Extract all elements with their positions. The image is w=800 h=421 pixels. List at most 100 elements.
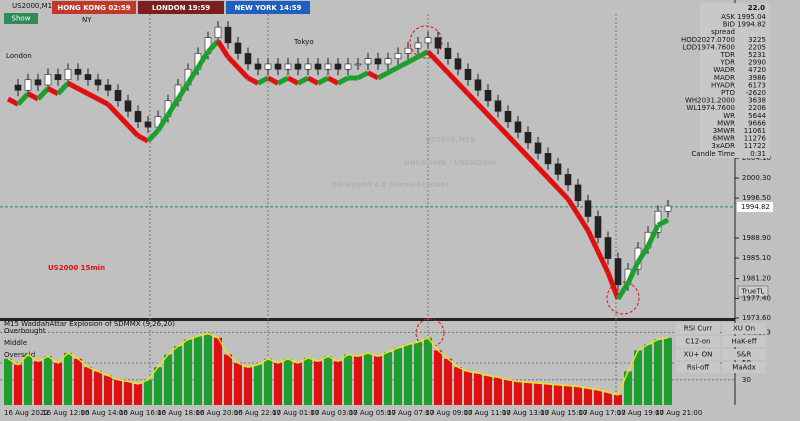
osc-bar (44, 356, 52, 405)
osc-bar (484, 375, 492, 405)
show-button[interactable] (4, 13, 38, 24)
session-label: LONDON 19:59 (152, 4, 210, 12)
candle (34, 79, 42, 86)
trend-line (615, 281, 631, 301)
candle (144, 121, 152, 128)
session-box (138, 1, 224, 14)
trend-line (496, 123, 510, 138)
trend-line (585, 229, 601, 253)
y-tick-label: 2000.30 (742, 174, 771, 182)
info-value: 2990 (748, 59, 766, 67)
x-tick-label: 16 Aug 16:00 (119, 409, 166, 417)
info-key: spread (711, 28, 735, 36)
indicator-button[interactable] (676, 349, 720, 360)
osc-bar (4, 358, 12, 405)
osc-bar (294, 363, 302, 405)
info-value: 4720 (748, 66, 766, 74)
highlight-circle (409, 25, 443, 59)
trend-line (26, 91, 40, 102)
candle (554, 163, 562, 175)
x-tick-label: 16 Aug 12:00 (42, 409, 89, 417)
osc-bar (424, 337, 432, 405)
osc-bar (324, 356, 332, 405)
info-key: MADR (714, 74, 735, 82)
info-value: 3638 (748, 97, 766, 105)
x-tick-label: 16 Aug 20:00 (196, 409, 243, 417)
trend-line (165, 97, 181, 117)
osc-title: M15 WaddahAttar Explosion of SDMMX (9,26… (4, 320, 175, 328)
indicator-button[interactable] (722, 362, 766, 373)
candle (274, 63, 282, 70)
x-tick-label: 17 Aug 03:00 (310, 409, 357, 417)
osc-line (7, 332, 669, 396)
info-key: 3MWR (713, 127, 735, 135)
candle (454, 58, 462, 70)
candle (404, 47, 412, 54)
info-key: BID (723, 21, 735, 29)
info-key: WH2031.2000 (685, 97, 735, 105)
info-value: 3986 (748, 74, 766, 82)
x-tick-label: 17 Aug 13:00 (502, 409, 549, 417)
panel-divider (0, 318, 735, 321)
indicator-button-label[interactable]: Rsi-off (687, 364, 709, 372)
candle (374, 58, 382, 65)
indicator-button-label[interactable]: XU+ ON (684, 351, 713, 359)
trend-line (595, 250, 611, 274)
candle (534, 142, 542, 154)
info-value: 3225 (748, 36, 766, 44)
indicator-button-label[interactable]: S&R (737, 351, 752, 359)
x-tick-label: 16 Aug 2022 (4, 409, 49, 417)
osc-bar (604, 392, 612, 405)
indicator-button-label[interactable]: XU On (733, 325, 755, 333)
trend-line (146, 128, 160, 143)
trend-line (126, 123, 140, 138)
indicator-button[interactable] (722, 349, 766, 360)
indicator-button[interactable] (722, 323, 766, 334)
osc-bar (154, 367, 162, 405)
trend-line (526, 155, 540, 170)
info-value: 5644 (748, 112, 766, 120)
candle (514, 121, 522, 133)
info-key: ASK (721, 13, 735, 21)
trend-line (195, 50, 211, 69)
info-panel (700, 3, 770, 158)
candle (564, 174, 572, 186)
trend-line (116, 113, 130, 128)
osc-bar (664, 337, 672, 405)
candle (224, 26, 232, 44)
candle (234, 42, 242, 54)
london-marker: London (6, 52, 32, 60)
osc-bar (524, 382, 532, 405)
truetl-label[interactable]: TrueTL (740, 288, 764, 296)
candle (14, 84, 22, 91)
info-key: PTO (721, 89, 735, 97)
caption: US2000 15min (48, 264, 105, 272)
trend-line (286, 75, 300, 86)
indicator-button-label[interactable]: RSI Curr (684, 325, 713, 333)
indicator-button-label[interactable]: MaAdx (732, 364, 756, 372)
truetl-button[interactable] (737, 285, 769, 298)
indicator-button[interactable] (676, 323, 720, 334)
indicator-button[interactable] (676, 362, 720, 373)
show-label[interactable]: Show (12, 15, 31, 23)
candle (424, 37, 432, 44)
x-tick-label: 17 Aug 19:00 (617, 409, 664, 417)
osc-bar (114, 379, 122, 405)
indicator-button[interactable] (722, 336, 766, 347)
osc-bar (94, 371, 102, 405)
trend-line (6, 96, 20, 107)
indicator-button-label[interactable]: C12-on (685, 338, 710, 346)
osc-bar (614, 394, 622, 405)
indicator-button[interactable] (676, 336, 720, 347)
current-price-box (737, 201, 773, 212)
osc-bar (654, 339, 662, 405)
info-key: WL1974.7600 (686, 104, 735, 112)
session-box (52, 1, 136, 14)
x-tick-label: 17 Aug 17:00 (579, 409, 626, 417)
trend-line (215, 39, 231, 59)
ny-marker: NY (82, 16, 92, 24)
indicator-button-label[interactable]: HaK-eff (731, 338, 756, 346)
trend-line (185, 66, 201, 85)
osc-bar (644, 344, 652, 405)
